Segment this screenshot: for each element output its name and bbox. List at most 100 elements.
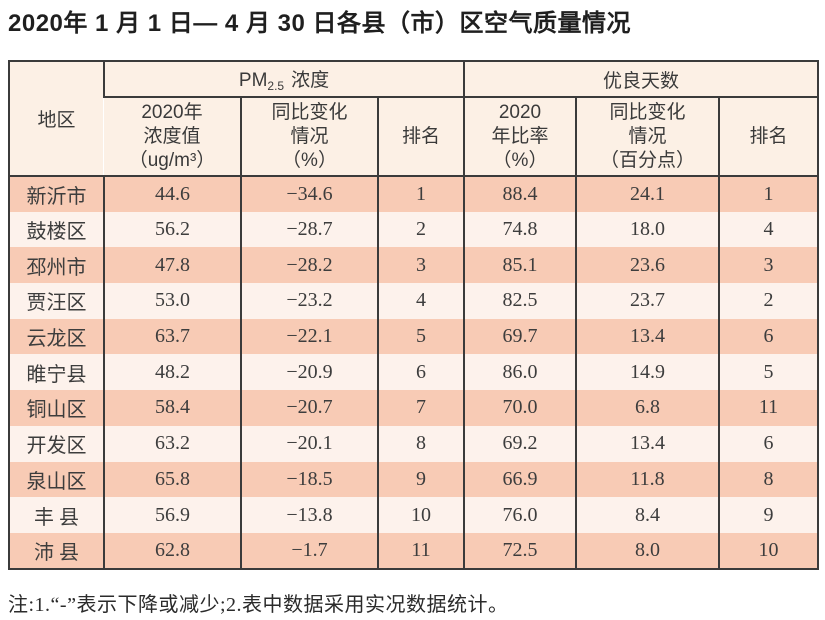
- cell-region: 贾汪区: [26, 292, 87, 315]
- cell-good-ratio: 74.8: [463, 211, 576, 248]
- cell-pm-change: −23.2: [240, 283, 378, 319]
- cell-pm-change: −22.1: [240, 318, 378, 355]
- page-title: 2020年 1 月 1 日— 4 月 30 日各县（市）区空气质量情况: [8, 10, 631, 37]
- cell-pm-value: 63.2: [103, 425, 241, 462]
- footnote: 注:1.“-”表示下降或减少;2.表中数据采用实况数据统计。: [8, 593, 509, 616]
- cell-pm-rank: 5: [377, 318, 464, 355]
- cell-good-ratio: 88.4: [463, 176, 576, 212]
- cell-good-ratio: 69.2: [463, 425, 576, 462]
- cell-pm-rank: 10: [377, 497, 464, 533]
- cell-pm-change: −1.7: [240, 532, 378, 569]
- cell-good-ratio: 82.5: [463, 283, 576, 319]
- cell-region: 铜山区: [26, 399, 87, 422]
- cell-pm-value: 53.0: [103, 283, 241, 319]
- cell-good-change: 24.1: [575, 176, 719, 212]
- cell-pm-rank: 1: [377, 176, 464, 212]
- cell-good-rank: 2: [717, 283, 819, 319]
- cell-region: 泉山区: [26, 470, 87, 493]
- cell-pm-change: −28.2: [240, 247, 378, 284]
- cell-good-rank: 4: [717, 211, 819, 248]
- header-region: 地区: [9, 61, 104, 177]
- table-body: 新沂市 44.6 −34.6 1 88.4 24.1 1 鼓楼区 56.2 −2…: [9, 176, 819, 569]
- cell-good-rank: 11: [717, 390, 819, 426]
- header-pm-value: 2020年 浓度值 （ug/m³）: [104, 97, 241, 177]
- header-sub-row: 2020年 浓度值 （ug/m³） 同比变化 情况 （%） 排名 2020 年比…: [9, 97, 819, 177]
- cell-pm-change: −13.8: [240, 497, 378, 533]
- header-group-row: 地区 PM2.5 浓度 优良天数: [9, 61, 819, 177]
- cell-good-change: 13.4: [575, 318, 719, 355]
- cell-good-ratio: 66.9: [463, 461, 576, 498]
- cell-good-ratio: 86.0: [463, 354, 576, 391]
- cell-good-change: 23.6: [575, 247, 719, 284]
- header-good-rank: 排名: [717, 97, 819, 177]
- pm25-suffix: 浓度: [291, 70, 330, 91]
- table-row: 丰 县 56.9 −13.8 10 76.0 8.4 9: [9, 497, 819, 533]
- cell-pm-rank: 2: [377, 211, 464, 248]
- cell-pm-rank: 8: [377, 425, 464, 462]
- cell-pm-value: 58.4: [103, 390, 241, 426]
- cell-pm-change: −34.6: [240, 176, 378, 212]
- cell-pm-rank: 6: [377, 354, 464, 391]
- pm25-label: PM: [238, 70, 268, 91]
- cell-region: 邳州市: [26, 256, 87, 279]
- cell-good-change: 8.4: [575, 497, 719, 533]
- cell-pm-value: 47.8: [103, 247, 241, 284]
- header-pm25-group: PM2.5 浓度: [103, 61, 464, 98]
- cell-pm-rank: 4: [377, 283, 464, 319]
- cell-pm-value: 44.6: [103, 176, 241, 212]
- cell-good-change: 13.4: [575, 425, 719, 462]
- cell-good-rank: 8: [717, 461, 819, 498]
- table-row: 新沂市 44.6 −34.6 1 88.4 24.1 1: [9, 176, 819, 212]
- cell-good-change: 18.0: [575, 211, 719, 248]
- cell-pm-value: 65.8: [103, 461, 241, 498]
- cell-good-ratio: 69.7: [463, 318, 576, 355]
- cell-pm-rank: 3: [377, 247, 464, 284]
- table-row: 沛 县 62.8 −1.7 11 72.5 8.0 10: [9, 532, 819, 569]
- cell-pm-change: −20.7: [240, 390, 378, 426]
- table-row: 泉山区 65.8 −18.5 9 66.9 11.8 8: [9, 461, 819, 498]
- cell-pm-change: −18.5: [240, 461, 378, 498]
- cell-pm-value: 63.7: [103, 318, 241, 355]
- cell-pm-value: 48.2: [103, 354, 241, 391]
- cell-good-ratio: 72.5: [463, 532, 576, 569]
- header-pm-rank: 排名: [377, 97, 464, 177]
- cell-pm-value: 56.9: [103, 497, 241, 533]
- cell-pm-rank: 7: [377, 390, 464, 426]
- cell-good-change: 11.8: [575, 461, 719, 498]
- cell-region: 开发区: [26, 435, 87, 458]
- cell-region: 睢宁县: [26, 363, 87, 386]
- table-row: 铜山区 58.4 −20.7 7 70.0 6.8 11: [9, 390, 819, 426]
- header-good-ratio: 2020 年比率 （%）: [463, 97, 576, 177]
- cell-good-ratio: 85.1: [463, 247, 576, 284]
- cell-good-rank: 1: [717, 176, 819, 212]
- air-quality-table: 地区 PM2.5 浓度 优良天数 2020年 浓度值 （ug/m³） 同比变化 情…: [8, 60, 820, 570]
- cell-region: 沛 县: [34, 541, 79, 564]
- cell-pm-change: −20.1: [240, 425, 378, 462]
- cell-pm-change: −28.7: [240, 211, 378, 248]
- header-pm-change: 同比变化 情况 （%）: [240, 97, 378, 177]
- cell-pm-rank: 11: [377, 532, 464, 569]
- table-row: 开发区 63.2 −20.1 8 69.2 13.4 6: [9, 425, 819, 462]
- cell-pm-value: 62.8: [103, 532, 241, 569]
- cell-good-rank: 10: [717, 532, 819, 569]
- cell-pm-rank: 9: [377, 461, 464, 498]
- table-row: 云龙区 63.7 −22.1 5 69.7 13.4 6: [9, 318, 819, 355]
- pm25-subscript: 2.5: [267, 79, 285, 93]
- header-good-days-group: 优良天数: [462, 61, 819, 98]
- cell-good-ratio: 70.0: [463, 390, 576, 426]
- table-row: 贾汪区 53.0 −23.2 4 82.5 23.7 2: [9, 283, 819, 319]
- table-row: 睢宁县 48.2 −20.9 6 86.0 14.9 5: [9, 354, 819, 391]
- cell-pm-value: 56.2: [103, 211, 241, 248]
- cell-region: 丰 县: [34, 506, 79, 529]
- table-row: 鼓楼区 56.2 −28.7 2 74.8 18.0 4: [9, 211, 819, 248]
- cell-good-rank: 6: [717, 425, 819, 462]
- cell-good-change: 6.8: [575, 390, 719, 426]
- cell-good-ratio: 76.0: [463, 497, 576, 533]
- cell-region: 云龙区: [26, 328, 87, 351]
- cell-good-rank: 9: [717, 497, 819, 533]
- cell-pm-change: −20.9: [240, 354, 378, 391]
- cell-region: 鼓楼区: [26, 221, 87, 244]
- cell-region: 新沂市: [26, 185, 87, 208]
- cell-good-rank: 6: [717, 318, 819, 355]
